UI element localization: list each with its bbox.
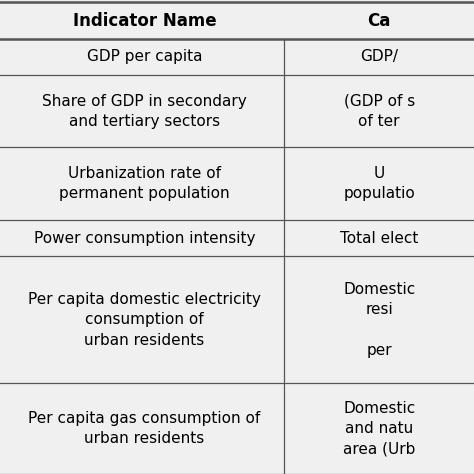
- Text: GDP/: GDP/: [360, 49, 398, 64]
- Text: Share of GDP in secondary
and tertiary sectors: Share of GDP in secondary and tertiary s…: [42, 93, 247, 129]
- Text: U
populatio: U populatio: [343, 166, 415, 201]
- Text: Domestic
and natu
area (Urb: Domestic and natu area (Urb: [343, 401, 415, 456]
- Text: (GDP of s
of ter: (GDP of s of ter: [344, 93, 415, 129]
- Text: Urbanization rate of
permanent population: Urbanization rate of permanent populatio…: [59, 166, 230, 201]
- Text: Per capita gas consumption of
urban residents: Per capita gas consumption of urban resi…: [28, 411, 261, 447]
- Text: Ca: Ca: [367, 11, 391, 29]
- Text: Power consumption intensity: Power consumption intensity: [34, 231, 255, 246]
- Text: GDP per capita: GDP per capita: [87, 49, 202, 64]
- Text: Indicator Name: Indicator Name: [73, 11, 217, 29]
- Text: Per capita domestic electricity
consumption of
urban residents: Per capita domestic electricity consumpt…: [28, 292, 261, 348]
- Text: Domestic
resi

per: Domestic resi per: [343, 282, 415, 358]
- Text: Total elect: Total elect: [340, 231, 419, 246]
